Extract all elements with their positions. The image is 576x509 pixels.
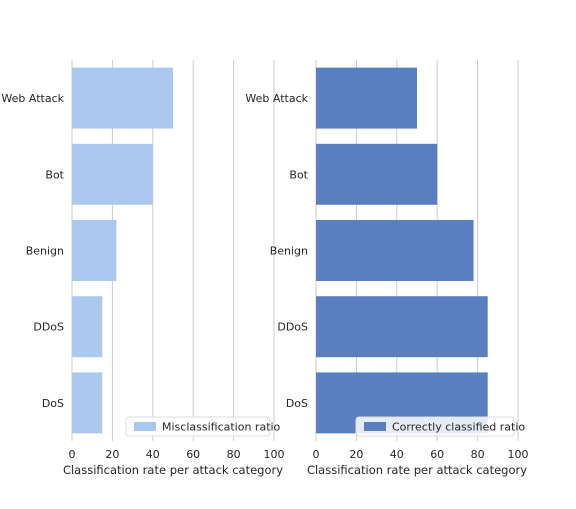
y-tick-label: Web Attack xyxy=(1,92,64,105)
y-tick-label: DDoS xyxy=(277,321,308,334)
x-tick-label: 40 xyxy=(146,448,160,461)
x-tick-label: 100 xyxy=(264,448,285,461)
x-tick-label: 20 xyxy=(105,448,119,461)
x-tick-label: 80 xyxy=(471,448,485,461)
bar-bot xyxy=(72,143,153,205)
bar-bot xyxy=(316,143,438,205)
bar-web-attack xyxy=(72,67,173,129)
x-tick-label: 0 xyxy=(313,448,320,461)
y-tick-label: Benign xyxy=(26,245,64,258)
legend: Correctly classified ratio xyxy=(355,416,525,437)
chart-panel-1: Web Attack Bot Benign DDoS DoS 0 20 40 60 80 100 Cl… xyxy=(1,60,285,477)
x-tick-label: 60 xyxy=(430,448,444,461)
bar-web-attack xyxy=(316,67,417,129)
legend-swatch xyxy=(364,422,386,431)
bar-dos xyxy=(72,372,103,434)
x-tick-label: 0 xyxy=(69,448,76,461)
bar-benign xyxy=(72,220,117,281)
y-tick-label: Benign xyxy=(270,245,308,258)
x-tick-label: 20 xyxy=(349,448,363,461)
y-tick-label: DDoS xyxy=(33,321,64,334)
x-tick-label: 100 xyxy=(508,448,529,461)
legend-swatch xyxy=(134,422,156,431)
legend-box xyxy=(355,416,515,437)
y-tick-label: DoS xyxy=(286,397,308,410)
legend-box xyxy=(125,416,271,437)
legend: Misclassification ratio xyxy=(125,416,281,437)
bar-ddos xyxy=(316,296,488,358)
bar-ddos xyxy=(72,296,103,358)
y-tick-label: Bot xyxy=(289,168,308,181)
x-tick-label: 80 xyxy=(227,448,241,461)
x-tick-label: 60 xyxy=(186,448,200,461)
chart-panel-2: Web Attack Bot Benign DDoS DoS 0 20 40 60 80 100 Cl… xyxy=(245,60,529,477)
legend-label: Misclassification ratio xyxy=(162,421,281,434)
y-tick-label: Web Attack xyxy=(245,92,308,105)
x-tick-label: 40 xyxy=(390,448,404,461)
bar-benign xyxy=(316,220,474,281)
x-axis-title: Classification rate per attack category xyxy=(63,463,283,477)
y-tick-label: Bot xyxy=(45,168,64,181)
y-tick-label: DoS xyxy=(42,397,64,410)
legend-label: Correctly classified ratio xyxy=(392,421,525,434)
x-axis-title: Classification rate per attack category xyxy=(307,463,527,477)
